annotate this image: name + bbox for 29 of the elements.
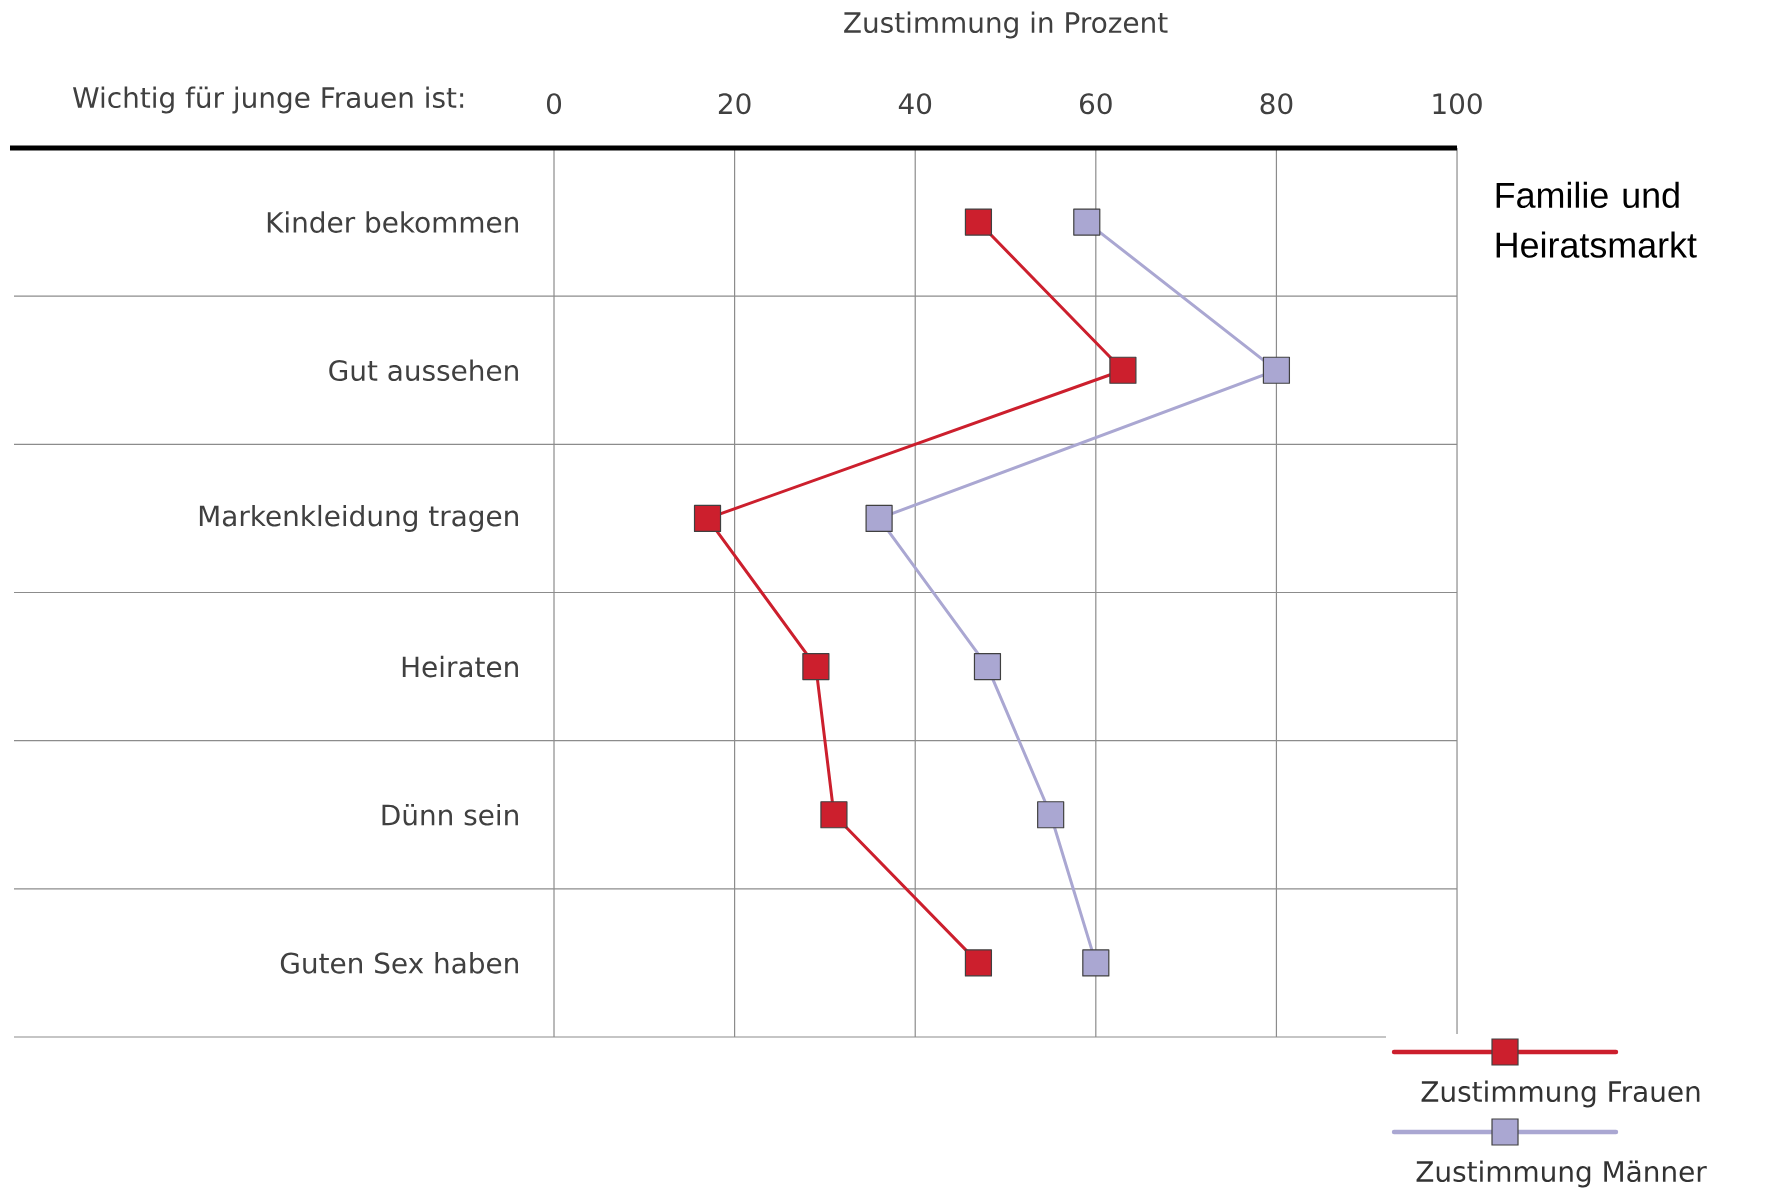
point (693, 504, 722, 533)
point (964, 208, 993, 236)
point (1082, 949, 1110, 977)
x-axis-title: Zustimmung in Prozent (844, 11, 1168, 39)
legend-label: Zustimmung Frauen (1421, 1080, 1700, 1108)
y-axis-title: Wichtig für junge Frauen ist: (72, 86, 464, 114)
x-tick-label: 100 (1433, 93, 1482, 115)
point (865, 504, 893, 533)
legend-label: Zustimmung Männer (1416, 1160, 1707, 1188)
y-tick-label: Markenkleidung tragen (199, 504, 518, 532)
point (820, 801, 848, 829)
point (1109, 356, 1137, 384)
y-tick-label: Kinder bekommen (267, 211, 518, 233)
x-tick-label: 20 (718, 93, 751, 115)
point (802, 652, 830, 681)
point (973, 652, 1002, 681)
point (1073, 208, 1101, 236)
y-tick-label: Guten Sex haben (280, 952, 518, 974)
point (1037, 801, 1065, 829)
text: Familie und Heiratsmarkt (1496, 181, 1697, 258)
x-tick-label: 80 (1260, 93, 1293, 115)
x-tick-label: 40 (898, 93, 932, 115)
x-tick-label: 60 (1080, 93, 1112, 115)
y-tick-label: Gut aussehen (329, 359, 518, 382)
y-tick-label: Heiraten (402, 655, 518, 678)
y-tick-label: Dünn sein (382, 803, 518, 826)
x-tick-label: 0 (546, 93, 562, 115)
point (1262, 356, 1291, 384)
point (964, 949, 993, 977)
